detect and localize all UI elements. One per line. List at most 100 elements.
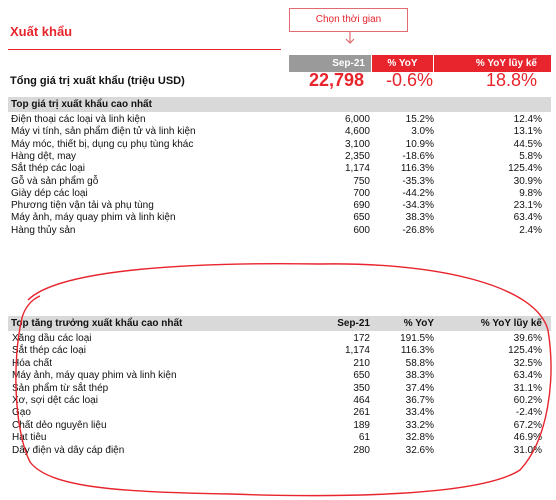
row-ytd: 31.1%	[513, 382, 542, 394]
row-ytd: 60.2%	[513, 395, 542, 406]
table-row: Máy móc, thiết bị, dụng cụ phụ tùng khác…	[8, 139, 551, 151]
row-name: Hóa chất	[12, 357, 53, 369]
table-row: Gạo 261 33.4% -2.4%	[8, 407, 551, 419]
row-yoy: 58.8%	[405, 357, 434, 369]
row-ytd: 67.2%	[513, 419, 542, 431]
row-value: 600	[353, 224, 370, 236]
table-row: Dây điện và dây cáp điện 280 32.6% 31.0%	[8, 445, 551, 457]
row-value: 61	[358, 432, 370, 444]
row-value: 350	[353, 382, 370, 394]
table-row: Hạt tiêu 61 32.8% 46.9%	[8, 432, 551, 444]
row-ytd: 46.9%	[513, 432, 542, 444]
total-value: 22,798	[308, 70, 364, 90]
row-name: Xăng dầu các loại	[12, 333, 92, 344]
period-header[interactable]: Sep-21	[289, 55, 371, 72]
top-growth-ytd-header: % YoY lũy kế	[480, 318, 542, 329]
top-value-heading: Top giá trị xuất khẩu cao nhất	[8, 97, 551, 112]
top-growth-heading-label: Top tăng trưởng xuất khẩu cao nhất	[11, 318, 183, 329]
row-yoy: 38.3%	[405, 370, 434, 382]
row-name: Hạt tiêu	[12, 432, 47, 444]
row-name: Phương tiện vận tải và phụ tùng	[11, 200, 154, 212]
row-yoy: 32.6%	[405, 444, 434, 456]
row-yoy: 191.5%	[400, 333, 434, 344]
row-yoy: 37.4%	[405, 382, 434, 394]
row-name: Sản phẩm từ sắt thép	[12, 382, 109, 394]
row-value: 210	[353, 357, 370, 369]
row-name: Máy móc, thiết bị, dụng cụ phụ tùng khác	[11, 138, 194, 150]
row-name: Xơ, sợi dệt các loại	[12, 395, 98, 406]
page-title: Xuất khẩu	[10, 24, 73, 39]
row-yoy: 15.2%	[405, 114, 434, 125]
table-row: Sắt thép các loại 1,174 116.3% 125.4%	[8, 163, 551, 175]
row-ytd: 32.5%	[513, 357, 542, 369]
row-yoy: 38.3%	[405, 212, 434, 224]
table-row: Sản phẩm từ sắt thép 350 37.4% 31.1%	[8, 383, 551, 395]
row-ytd: 13.1%	[513, 126, 542, 138]
table-row: Phương tiện vận tải và phụ tùng 690 -34.3%…	[8, 200, 551, 212]
table-row: Chất dẻo nguyên liệu 189 33.2% 67.2%	[8, 420, 551, 432]
row-ytd: 5.8%	[519, 150, 542, 162]
table-row: Máy ảnh, máy quay phim và linh kiện 650 38…	[8, 370, 551, 382]
row-value: 4,600	[344, 126, 370, 138]
row-value: 1,174	[344, 345, 370, 357]
row-ytd: 31.0%	[513, 444, 542, 456]
yoy-header: % YoY	[372, 55, 433, 72]
row-ytd: 30.9%	[513, 175, 542, 187]
row-ytd: 23.1%	[513, 200, 542, 212]
row-value: 280	[353, 444, 370, 456]
row-name: Sắt thép các loại	[11, 163, 85, 175]
row-yoy: -34.3%	[402, 200, 434, 212]
row-value: 172	[353, 333, 370, 344]
title-underline	[8, 49, 281, 50]
top-value-heading-label: Top giá trị xuất khẩu cao nhất	[11, 99, 152, 110]
row-value: 650	[353, 370, 370, 382]
table-row: Xơ, sợi dệt các loại 464 36.7% 60.2%	[8, 395, 551, 407]
row-name: Sắt thép các loại	[12, 345, 86, 357]
row-yoy: 3.0%	[411, 126, 434, 138]
top-growth-heading: Top tăng trưởng xuất khẩu cao nhất Sep-2…	[8, 316, 551, 331]
row-ytd: 2.4%	[519, 224, 542, 236]
row-yoy: 32.8%	[405, 432, 434, 444]
row-name: Hàng thủy sản	[11, 224, 76, 236]
row-value: 650	[353, 212, 370, 224]
row-name: Giày dép các loại	[11, 187, 88, 199]
row-name: Chất dẻo nguyên liệu	[12, 419, 107, 431]
row-value: 3,100	[344, 138, 370, 150]
row-yoy: -44.2%	[402, 187, 434, 199]
row-value: 6,000	[344, 114, 370, 125]
row-ytd: -2.4%	[515, 407, 542, 419]
row-name: Điện thoại các loại và linh kiện	[11, 114, 146, 125]
row-yoy: -26.8%	[402, 224, 434, 236]
total-yoy: -0.6%	[385, 70, 433, 90]
row-name: Máy ảnh, máy quay phim và linh kiện	[12, 370, 177, 382]
row-yoy: 10.9%	[405, 138, 434, 150]
row-yoy: -35.3%	[402, 175, 434, 187]
row-name: Gạo	[12, 407, 31, 419]
table-row: Gỗ và sản phẩm gỗ 750 -35.3% 30.9%	[8, 176, 551, 188]
row-ytd: 9.8%	[519, 187, 542, 199]
row-ytd: 63.4%	[513, 370, 542, 382]
row-value: 700	[353, 187, 370, 199]
row-yoy: 36.7%	[405, 395, 434, 406]
row-yoy: 33.2%	[405, 419, 434, 431]
table-row: Điện thoại các loại và linh kiện 6,000 15.…	[8, 114, 551, 126]
table-row: Sắt thép các loại 1,174 116.3% 125.4%	[8, 345, 551, 357]
table-row: Máy vi tính, sản phẩm điện tử và linh ki…	[8, 126, 551, 138]
row-name: Máy vi tính, sản phẩm điện tử và linh ki…	[11, 126, 196, 138]
row-ytd: 125.4%	[508, 163, 542, 175]
row-yoy: -18.6%	[402, 150, 434, 162]
row-ytd: 12.4%	[513, 114, 542, 125]
row-ytd: 63.4%	[513, 212, 542, 224]
row-yoy: 116.3%	[400, 163, 434, 175]
time-selector-callout[interactable]: Chọn thời gian	[289, 8, 408, 32]
total-ytd: 18.8%	[485, 70, 537, 90]
row-ytd: 44.5%	[513, 138, 542, 150]
row-name: Dây điện và dây cáp điện	[12, 444, 125, 456]
row-value: 261	[353, 407, 370, 419]
row-yoy: 33.4%	[405, 407, 434, 419]
row-value: 690	[353, 200, 370, 212]
total-label: Tổng giá trị xuất khẩu (triệu USD)	[10, 75, 185, 87]
table-row: Giày dép các loại 700 -44.2% 9.8%	[8, 188, 551, 200]
row-value: 750	[353, 175, 370, 187]
row-value: 2,350	[344, 150, 370, 162]
